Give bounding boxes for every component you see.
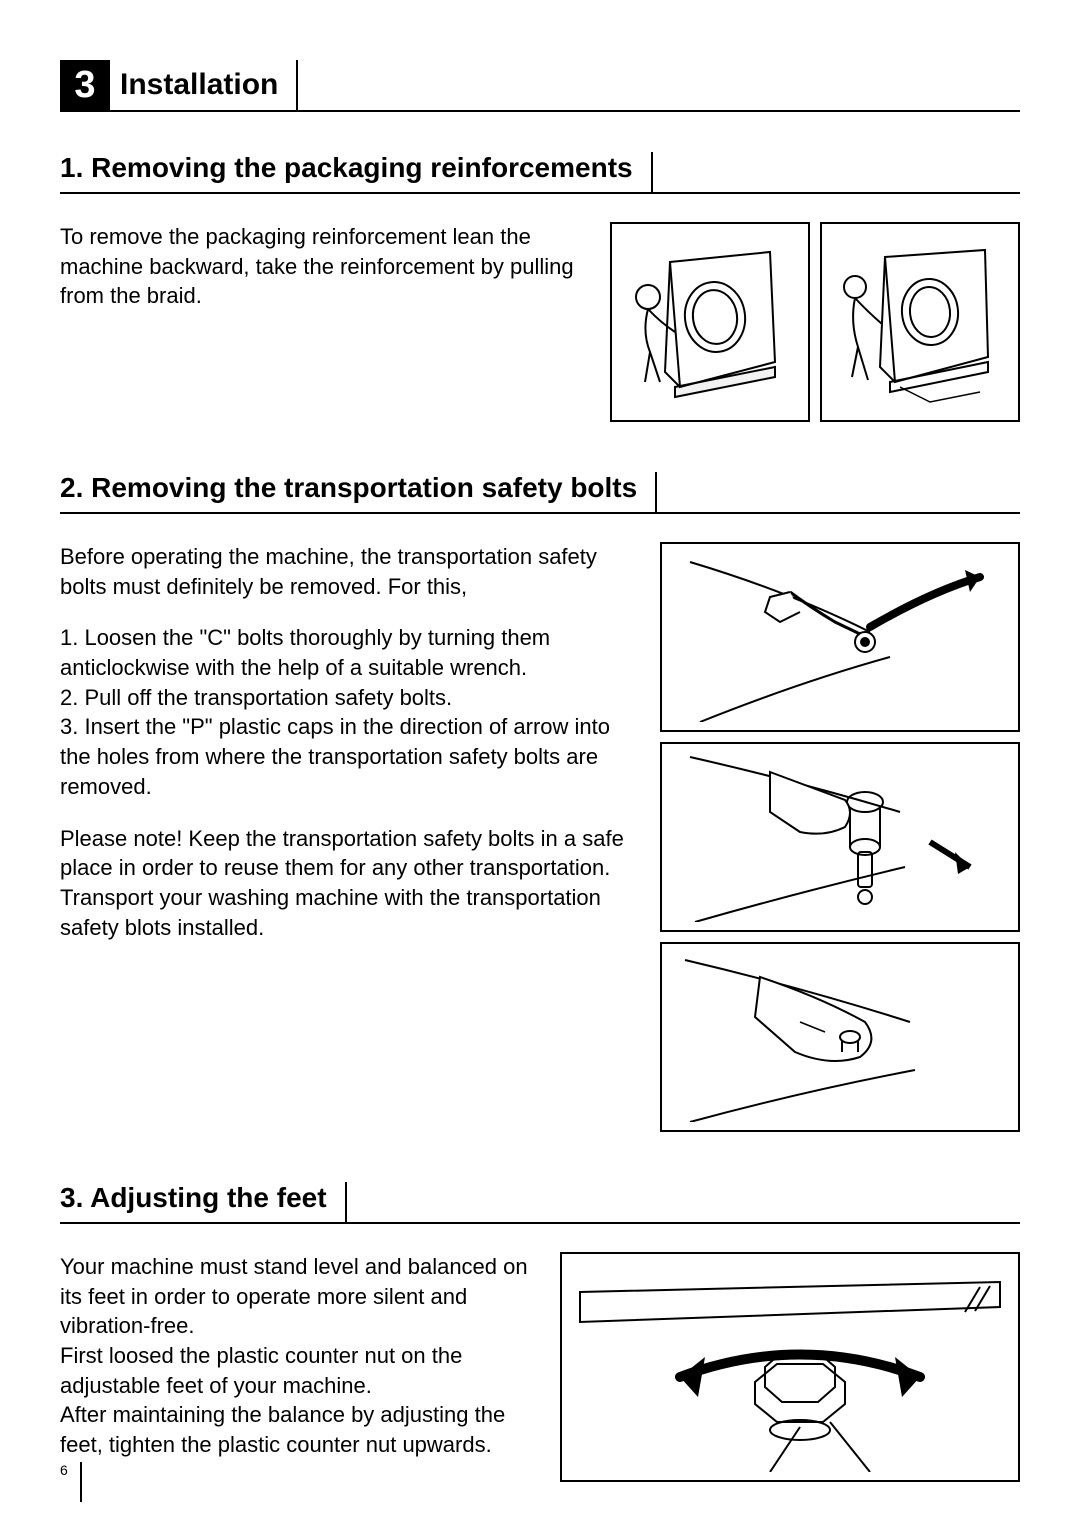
illus-loosen-bolt xyxy=(660,542,1020,732)
section-3-text: Your machine must stand level and balanc… xyxy=(60,1252,540,1482)
section-2-body: Before operating the machine, the transp… xyxy=(60,542,1020,1132)
section-3-body: Your machine must stand level and balanc… xyxy=(60,1252,1020,1482)
section-2-title: 2. Removing the transportation safety bo… xyxy=(60,472,657,512)
section-2-text: Before operating the machine, the transp… xyxy=(60,542,640,1132)
section-3-para-1: Your machine must stand level and balanc… xyxy=(60,1252,540,1460)
illus-lean-machine xyxy=(610,222,810,422)
section-1-text: To remove the packaging reinforcement le… xyxy=(60,222,590,422)
section-2-para-3: Please note! Keep the transportation saf… xyxy=(60,824,640,943)
chapter-number-badge: 3 xyxy=(60,60,110,110)
illus-pull-reinforcement xyxy=(820,222,1020,422)
chapter-header: 3 Installation xyxy=(60,60,1020,112)
section-2-header: 2. Removing the transportation safety bo… xyxy=(60,472,1020,514)
illus-adjust-feet xyxy=(560,1252,1020,1482)
section-1-para-1: To remove the packaging reinforcement le… xyxy=(60,222,590,311)
section-2-para-2: 1. Loosen the "C" bolts thoroughly by tu… xyxy=(60,623,640,801)
section-1-title: 1. Removing the packaging reinforcements xyxy=(60,152,653,192)
page-number: 6 xyxy=(60,1462,82,1502)
section-1-body: To remove the packaging reinforcement le… xyxy=(60,222,1020,422)
page-number-value: 6 xyxy=(60,1462,68,1478)
section-1-header: 1. Removing the packaging reinforcements xyxy=(60,152,1020,194)
illus-insert-cap xyxy=(660,942,1020,1132)
illus-pull-bolt xyxy=(660,742,1020,932)
section-2-para-1: Before operating the machine, the transp… xyxy=(60,542,640,601)
section-1-illustrations xyxy=(610,222,1020,422)
section-2-illustrations xyxy=(660,542,1020,1132)
section-3-title: 3. Adjusting the feet xyxy=(60,1182,347,1222)
chapter-title: Installation xyxy=(120,60,298,110)
chapter-number: 3 xyxy=(74,64,95,107)
section-3-header: 3. Adjusting the feet xyxy=(60,1182,1020,1224)
section-3-illustrations xyxy=(560,1252,1020,1482)
